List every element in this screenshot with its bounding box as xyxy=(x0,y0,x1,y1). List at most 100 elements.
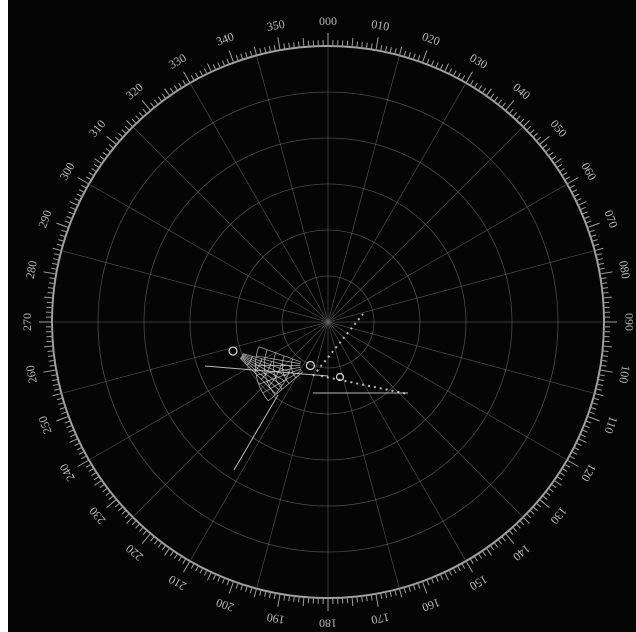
bearing-tick xyxy=(466,561,473,573)
bearing-label-040: 040 xyxy=(510,80,533,102)
contact-a[interactable] xyxy=(228,346,292,394)
bearing-tick xyxy=(601,364,607,367)
bearing-tick xyxy=(161,93,166,99)
bearing-tick xyxy=(182,559,186,564)
bearing-tick xyxy=(448,68,453,74)
bearing-tick xyxy=(102,488,108,493)
bearing-label-220: 220 xyxy=(123,542,146,564)
bearing-tick xyxy=(601,277,607,280)
radar-display[interactable]: 000 010 020 030 040 050 060 070 080 090 100 110 120 1… xyxy=(8,0,636,632)
contacts[interactable] xyxy=(204,313,409,471)
bearing-tick xyxy=(551,155,557,160)
bearing-tick xyxy=(380,45,383,51)
bearing-tick xyxy=(121,510,126,515)
bearing-tick xyxy=(389,47,392,53)
bearing-tick xyxy=(440,64,444,70)
bearing-tick xyxy=(131,118,136,124)
bearing-tick xyxy=(64,420,70,424)
bearing-tick xyxy=(470,80,474,85)
bearing-tick xyxy=(53,383,59,386)
contact-marker-icon[interactable] xyxy=(305,360,316,371)
bearing-tick xyxy=(141,100,151,111)
bearing-spoke xyxy=(327,321,524,518)
bearing-tick xyxy=(548,151,554,156)
bearing-tick xyxy=(183,561,190,573)
bearing-label-350: 350 xyxy=(266,17,286,34)
bearing-tick xyxy=(54,253,60,256)
bearing-tick xyxy=(586,220,592,224)
bearing-tick xyxy=(51,267,57,270)
bearing-tick xyxy=(106,499,117,509)
sector-radial xyxy=(241,355,286,382)
bearing-spoke xyxy=(88,321,329,461)
bearing-tick xyxy=(277,594,281,607)
bearing-tick xyxy=(245,586,248,592)
bearing-tick xyxy=(526,514,532,519)
bearing-tick xyxy=(56,416,68,422)
bearing-tick xyxy=(602,282,608,284)
contact-marker-icon[interactable] xyxy=(228,346,238,356)
bearing-tick xyxy=(554,480,562,486)
bearing-tick xyxy=(99,484,105,489)
bearing-tick xyxy=(58,239,64,242)
bearing-tick xyxy=(562,468,568,472)
bearing-label-000: 000 xyxy=(319,14,337,28)
bearing-tick xyxy=(141,533,151,544)
bearing-tick xyxy=(221,578,225,584)
bearing-tick xyxy=(602,355,608,357)
bearing-tick xyxy=(226,58,230,64)
bearing-tick xyxy=(49,364,55,367)
bearing-tick xyxy=(264,47,267,53)
bearing-tick xyxy=(106,135,117,145)
bearing-tick xyxy=(88,172,94,176)
bearing-spoke xyxy=(327,321,595,394)
bearing-tick xyxy=(164,88,170,96)
bearing-tick xyxy=(457,72,461,78)
bearing-label-010: 010 xyxy=(370,17,390,34)
bearing-tick xyxy=(356,41,358,47)
bearing-tick xyxy=(51,374,57,377)
bearing-label-260: 260 xyxy=(23,364,40,384)
bearing-tick xyxy=(178,556,182,562)
bearing-tick xyxy=(131,520,136,526)
bearing-tick xyxy=(207,572,212,581)
sector-radial xyxy=(258,368,302,385)
bearing-tick xyxy=(235,55,239,61)
bearing-tick xyxy=(114,503,120,508)
sector-arc xyxy=(246,356,253,366)
bearing-spoke xyxy=(256,55,329,323)
bearing-label-240: 240 xyxy=(57,461,78,484)
bearing-tick xyxy=(596,388,602,391)
bearing-tick xyxy=(228,50,234,62)
bearing-tick xyxy=(351,38,354,47)
bearing-tick xyxy=(135,115,140,120)
bearing-tick xyxy=(48,282,54,284)
bearing-label-020: 020 xyxy=(420,29,442,48)
bearing-label-230: 230 xyxy=(86,504,108,527)
bearing-tick xyxy=(403,588,407,594)
bearing-tick xyxy=(54,388,60,391)
bearing-tick xyxy=(444,63,449,72)
bearing-tick xyxy=(52,379,58,382)
bearing-tick xyxy=(195,566,199,572)
bearing-tick xyxy=(589,411,595,415)
bearing-spoke xyxy=(327,82,467,323)
bearing-label-160: 160 xyxy=(420,595,442,614)
bearing-tick xyxy=(138,112,144,117)
bearing-tick xyxy=(69,201,78,206)
bearing-tick xyxy=(408,586,411,592)
bearing-tick xyxy=(93,163,99,168)
bearing-tick xyxy=(589,229,595,233)
bearing-label-180: 180 xyxy=(319,616,337,630)
bearing-tick xyxy=(235,583,239,589)
bearing-tick xyxy=(126,517,133,524)
bearing-tick xyxy=(48,360,54,362)
radar-scope[interactable]: 000 010 020 030 040 050 060 070 080 090 100 110 120 1… xyxy=(8,0,636,632)
bearing-tick xyxy=(361,42,363,48)
bearing-label-200: 200 xyxy=(214,595,236,614)
track-node-icon[interactable] xyxy=(335,372,345,382)
bearing-tick xyxy=(539,499,550,509)
bearing-tick xyxy=(523,120,530,127)
bearing-tick xyxy=(56,397,62,401)
bearing-tick xyxy=(293,596,295,602)
